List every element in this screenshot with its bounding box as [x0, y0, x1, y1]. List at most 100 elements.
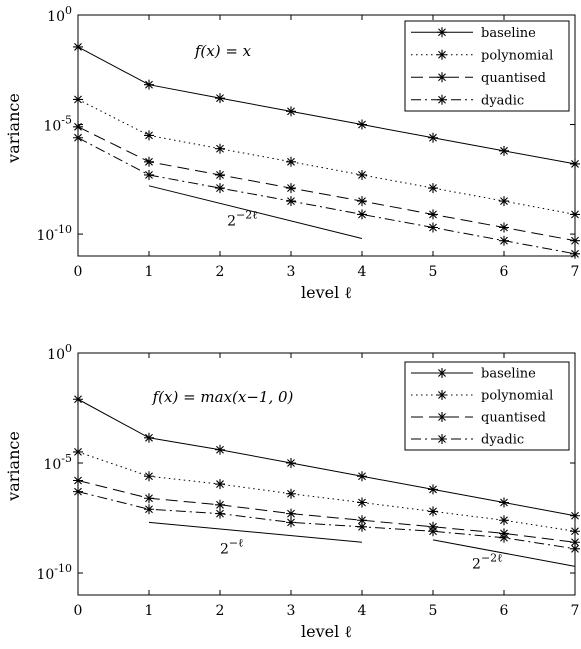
reference-slope-label: 2−2ℓ [227, 208, 257, 229]
data-point-polynomial-2 [215, 479, 225, 490]
x-tick-label: 6 [500, 603, 509, 619]
data-point-baseline-3-glyph [286, 106, 296, 117]
data-point-polynomial-2 [215, 143, 225, 154]
legend-box [404, 361, 570, 451]
legend: baseline polynomial quantised dyadic [404, 361, 570, 451]
plot-frame [77, 352, 576, 596]
series-polynomial [73, 446, 580, 537]
data-point-polynomial-7 [570, 526, 580, 537]
data-point-baseline-7 [570, 510, 580, 521]
legend-marker-baseline-glyph [437, 27, 447, 38]
reference-slope-label-base: 2 [220, 541, 229, 557]
data-point-polynomial-3 [286, 156, 296, 167]
reference-line-1: 2−2ℓ [148, 185, 363, 239]
data-point-baseline-2 [215, 93, 225, 104]
y-tick-label: 10-10 [36, 223, 72, 244]
x-tick-label: 4 [358, 603, 367, 619]
data-point-baseline-6-glyph [499, 145, 509, 156]
y-tick-label-base: 10 [47, 347, 65, 363]
data-point-polynomial-3-glyph [286, 156, 296, 167]
data-point-baseline-4-glyph [357, 471, 367, 482]
data-point-dyadic-4-glyph [357, 521, 367, 532]
data-point-dyadic-7-glyph [570, 543, 580, 554]
data-point-polynomial-4 [357, 169, 367, 180]
y-tick-label: 100 [47, 342, 72, 363]
data-point-baseline-5-glyph [428, 132, 438, 143]
data-point-baseline-4 [357, 471, 367, 482]
series-baseline [73, 41, 580, 169]
legend: baseline polynomial quantised dyadic [404, 20, 570, 112]
data-point-baseline-6 [499, 497, 509, 508]
series-line-quantised [77, 126, 576, 242]
x-tick-label: 0 [74, 603, 83, 619]
data-point-polynomial-1-glyph [144, 471, 154, 482]
legend-label-polynomial: polynomial [481, 389, 553, 404]
legend-marker-dyadic [437, 434, 447, 444]
data-point-polynomial-4 [357, 497, 367, 508]
data-point-dyadic-1 [144, 504, 154, 515]
data-point-polynomial-2-glyph [215, 479, 225, 490]
x-tick-label: 3 [287, 603, 296, 619]
data-point-baseline-1-glyph [144, 432, 154, 443]
legend-marker-polynomial [437, 390, 447, 400]
data-point-quantised-4-glyph [357, 196, 367, 207]
data-point-quantised-2-glyph [215, 499, 225, 510]
data-point-baseline-0 [73, 41, 83, 52]
series-line-baseline [77, 46, 576, 165]
reference-slope-line [148, 185, 363, 239]
y-tick-label-base: 10 [36, 228, 54, 244]
data-point-dyadic-3 [286, 517, 296, 528]
data-point-quantised-1-glyph [144, 156, 154, 167]
legend-marker-quantised-glyph [437, 72, 447, 83]
x-tick-label: 0 [74, 264, 83, 280]
x-tick-label: 5 [429, 603, 438, 619]
reference-slope-label-base: 2 [472, 557, 481, 573]
legend-label-quantised: quantised [481, 411, 546, 426]
legend-label-polynomial: polynomial [481, 48, 553, 63]
series-line-polynomial [77, 98, 576, 215]
y-tick-label-base: 10 [36, 567, 54, 583]
data-point-dyadic-3 [286, 196, 296, 207]
data-point-baseline-7-glyph [570, 158, 580, 169]
reference-slope-label: 2−2ℓ [472, 552, 502, 573]
reference-slope-line [432, 539, 576, 567]
data-point-dyadic-1 [144, 169, 154, 180]
series-quantised [73, 121, 580, 246]
data-point-polynomial-1 [144, 130, 154, 141]
data-point-dyadic-7 [570, 543, 580, 554]
data-point-dyadic-6 [499, 532, 509, 543]
x-tick-label: 3 [287, 264, 296, 280]
data-point-baseline-1-glyph [144, 79, 154, 90]
data-point-dyadic-1-glyph [144, 169, 154, 180]
x-tick-label: 2 [216, 264, 225, 280]
y-tick-label: 100 [47, 4, 72, 25]
data-point-baseline-0 [73, 394, 83, 405]
data-point-polynomial-5 [428, 506, 438, 517]
legend-marker-baseline-glyph [437, 368, 447, 378]
data-point-polynomial-7 [570, 209, 580, 220]
data-point-quantised-4 [357, 515, 367, 526]
data-point-polynomial-1 [144, 471, 154, 482]
legend-marker-dyadic-glyph [437, 94, 447, 105]
data-point-polynomial-6-glyph [499, 515, 509, 526]
data-point-dyadic-4-glyph [357, 209, 367, 220]
data-point-dyadic-6 [499, 235, 509, 246]
legend-label-quantised: quantised [481, 71, 546, 86]
data-point-dyadic-5-glyph [428, 526, 438, 537]
function-annotation: f(x) = max(x−1, 0) [152, 388, 294, 406]
data-point-polynomial-2-glyph [215, 143, 225, 154]
data-point-polynomial-4-glyph [357, 169, 367, 180]
y-tick-label-exponent: 0 [65, 342, 72, 355]
legend-marker-quantised-glyph [437, 412, 447, 422]
data-point-baseline-5 [428, 484, 438, 495]
data-point-polynomial-6-glyph [499, 196, 509, 207]
legend-marker-dyadic-glyph [437, 434, 447, 444]
reference-slope-line [148, 521, 363, 543]
reference-slope-label-exponent: −2ℓ [236, 208, 257, 221]
data-point-quantised-4-glyph [357, 515, 367, 526]
data-point-quantised-6-glyph [499, 222, 509, 233]
data-point-polynomial-7-glyph [570, 526, 580, 537]
data-point-dyadic-6-glyph [499, 235, 509, 246]
